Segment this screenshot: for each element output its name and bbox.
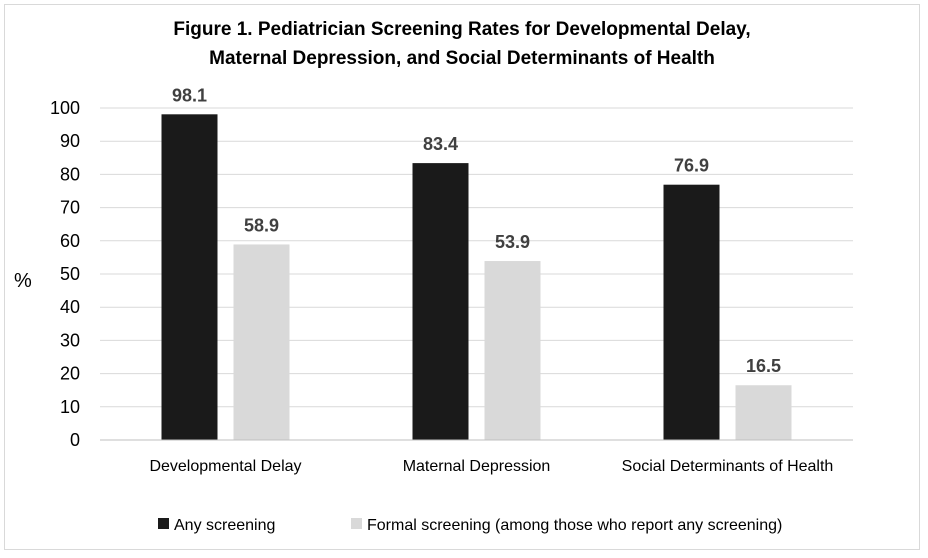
y-tick-label: 0: [70, 430, 80, 450]
bar-formal-screening: [484, 261, 541, 440]
data-labels: 98.1 58.9 83.4 53.9 76.9 16.5: [172, 85, 781, 376]
bar-any-screening: [663, 184, 720, 440]
y-tick-label: 40: [60, 297, 80, 317]
y-tick-label: 80: [60, 164, 80, 184]
y-tick-label: 60: [60, 231, 80, 251]
y-tick-label: 90: [60, 131, 80, 151]
data-label: 58.9: [244, 215, 279, 235]
x-category-label: Social Determinants of Health: [622, 458, 834, 475]
y-tick-label: 100: [50, 98, 80, 118]
chart-title-line-1: Figure 1. Pediatrician Screening Rates f…: [173, 19, 750, 40]
bars: [161, 114, 792, 441]
data-label: 76.9: [674, 156, 709, 176]
gridlines: [100, 107, 853, 408]
x-axis-categories: Developmental Delay Maternal Depression So…: [149, 458, 833, 475]
data-label: 98.1: [172, 85, 207, 105]
y-tick-label: 10: [60, 397, 80, 417]
bar-any-screening: [412, 163, 469, 440]
legend-swatch-formal-screening: [351, 518, 362, 529]
legend: Any screening Formal screening (among th…: [158, 517, 782, 534]
y-tick-label: 20: [60, 364, 80, 384]
y-tick-label: 50: [60, 264, 80, 284]
data-label: 16.5: [746, 356, 781, 376]
y-tick-label: 70: [60, 198, 80, 218]
data-label: 53.9: [495, 232, 530, 252]
legend-label-formal-screening: Formal screening (among those who report…: [367, 517, 782, 534]
y-axis-label: %: [14, 270, 32, 292]
bar-formal-screening: [735, 385, 792, 440]
y-axis-ticks: 0 10 20 30 40 50 60 70 80 90 100: [50, 98, 80, 450]
bar-any-screening: [161, 114, 218, 441]
y-tick-label: 30: [60, 330, 80, 350]
legend-swatch-any-screening: [158, 518, 169, 529]
x-category-label: Developmental Delay: [149, 458, 301, 475]
x-category-label: Maternal Depression: [403, 458, 551, 475]
data-label: 83.4: [423, 134, 458, 154]
chart-title-line-2: Maternal Depression, and Social Determin…: [209, 48, 715, 69]
bar-formal-screening: [233, 244, 290, 440]
legend-label-any-screening: Any screening: [174, 517, 275, 534]
